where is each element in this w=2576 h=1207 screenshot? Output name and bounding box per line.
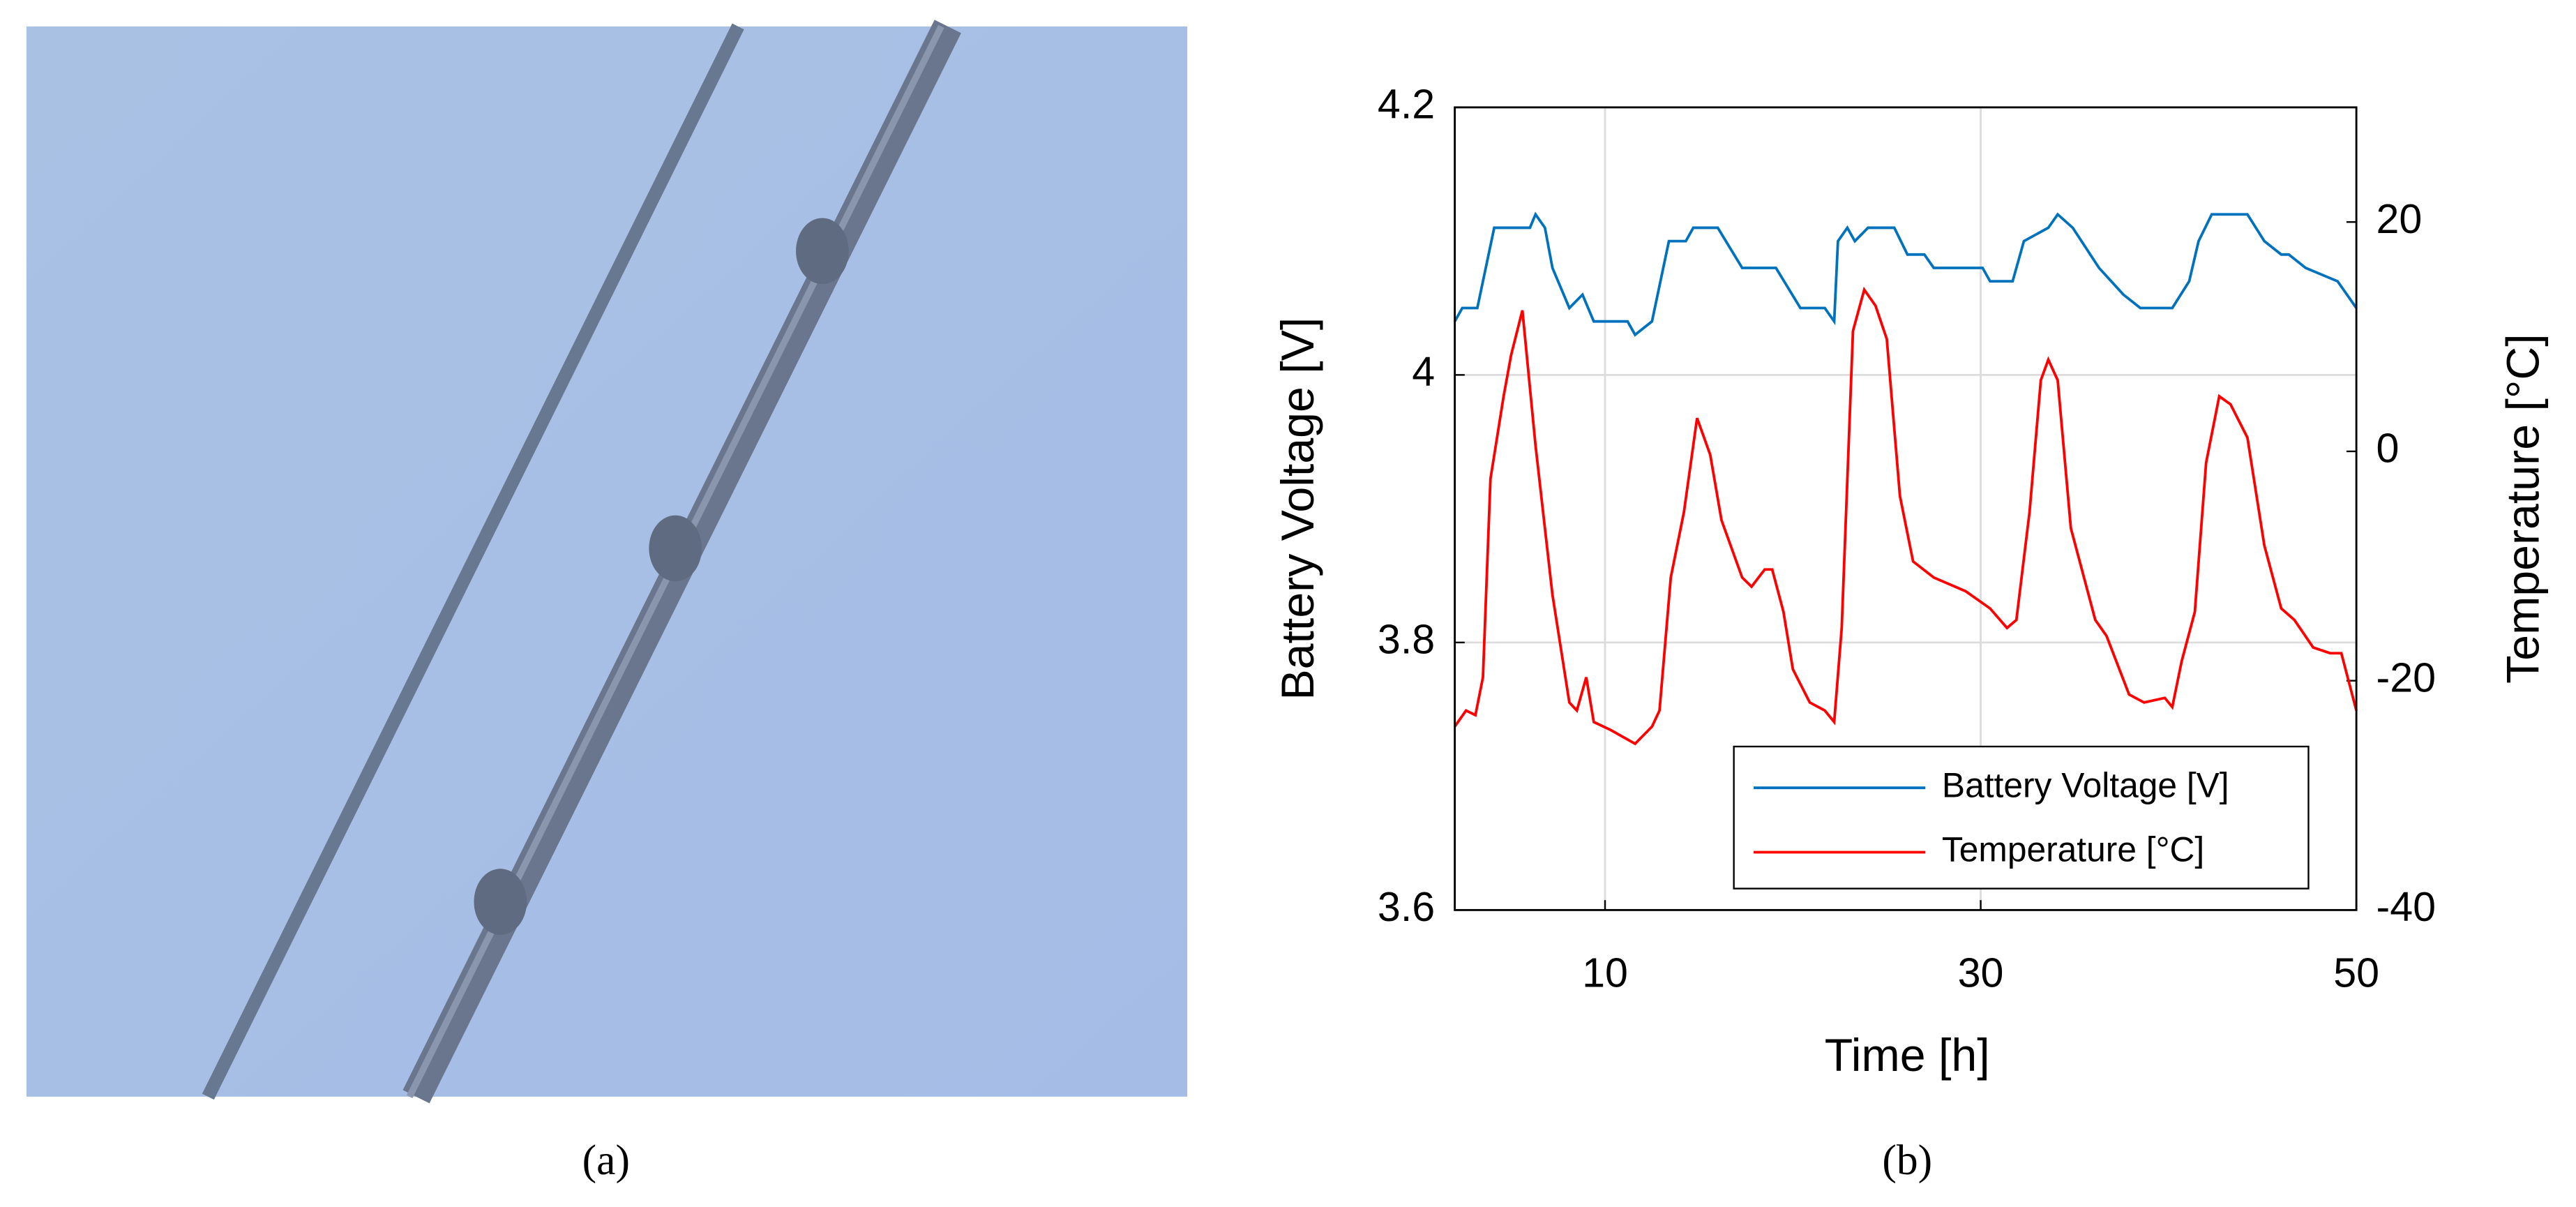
insulator bbox=[474, 869, 527, 935]
insulator bbox=[796, 218, 849, 285]
x-tick-label: 50 bbox=[2333, 950, 2379, 996]
x-tick-label: 30 bbox=[1958, 950, 2004, 996]
y2-tick-label: 0 bbox=[2377, 425, 2400, 472]
y-axis-label: Battery Voltage [V] bbox=[1272, 317, 1324, 700]
x-axis-label: Time [h] bbox=[1825, 1030, 1990, 1081]
x-tick-label: 10 bbox=[1582, 950, 1628, 996]
y-tick-label: 3.8 bbox=[1378, 616, 1435, 663]
y2-tick-label: -20 bbox=[2377, 654, 2436, 700]
photo bbox=[26, 20, 1188, 1104]
panel-label: (a) bbox=[582, 1137, 630, 1184]
legend-label: Battery Voltage [V] bbox=[1942, 765, 2229, 804]
y-tick-label: 4.2 bbox=[1378, 81, 1435, 128]
y2-tick-label: 20 bbox=[2377, 195, 2423, 242]
series-line bbox=[1453, 211, 2358, 337]
series-line bbox=[1454, 286, 2358, 746]
y2-axis-label: Temperature [°C] bbox=[2497, 333, 2549, 684]
y-tick-label: 3.6 bbox=[1378, 883, 1435, 930]
y2-tick-label: -40 bbox=[2377, 883, 2436, 930]
legend-label: Temperature [°C] bbox=[1942, 830, 2204, 869]
y-tick-label: 4 bbox=[1412, 348, 1435, 395]
legend bbox=[1733, 745, 2310, 890]
sky bbox=[26, 26, 1188, 1097]
wire bbox=[202, 23, 744, 1100]
insulator bbox=[649, 515, 702, 582]
panel-label: (b) bbox=[1882, 1137, 1932, 1184]
plot-frame bbox=[1454, 106, 2358, 911]
